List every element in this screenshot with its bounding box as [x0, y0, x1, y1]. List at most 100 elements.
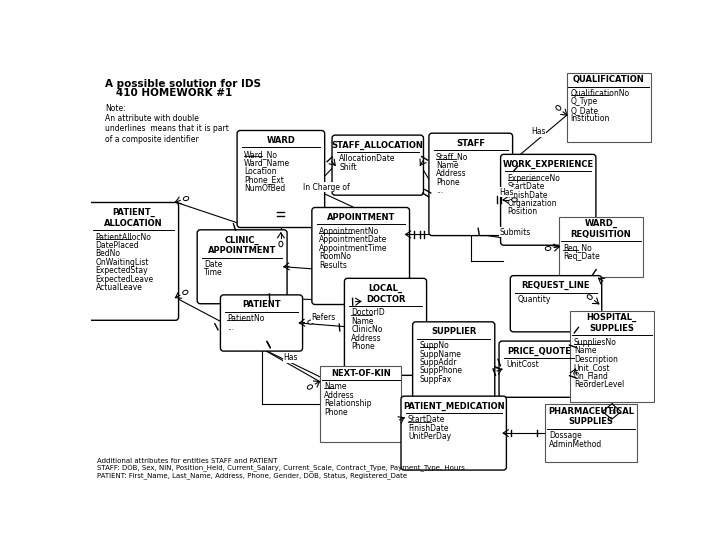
Text: LOCAL_
DOCTOR: LOCAL_ DOCTOR	[365, 284, 405, 304]
Text: ClinicNo: ClinicNo	[352, 325, 383, 334]
Text: SuppNo: SuppNo	[419, 341, 449, 350]
Text: Shift: Shift	[339, 163, 357, 172]
Text: AppointmentDate: AppointmentDate	[319, 235, 387, 244]
Text: Institution: Institution	[571, 114, 610, 124]
Text: Location: Location	[244, 167, 277, 176]
Text: FinishDate: FinishDate	[408, 424, 448, 433]
Text: OnWaitingList: OnWaitingList	[95, 258, 149, 267]
Text: PATIENT_
ALLOCATION: PATIENT_ ALLOCATION	[104, 208, 163, 228]
FancyBboxPatch shape	[320, 366, 401, 442]
Text: StartDate: StartDate	[408, 415, 446, 424]
Text: ActualLeave: ActualLeave	[95, 283, 143, 292]
Text: AppointmentTime: AppointmentTime	[319, 244, 387, 253]
FancyBboxPatch shape	[510, 276, 602, 332]
Text: Q_Type: Q_Type	[571, 98, 598, 106]
FancyBboxPatch shape	[89, 203, 178, 320]
Ellipse shape	[183, 290, 188, 294]
Text: DoctorID: DoctorID	[352, 308, 385, 318]
Text: AllocationDate: AllocationDate	[339, 154, 395, 163]
Text: Phone: Phone	[352, 342, 375, 351]
Text: UnitPerDay: UnitPerDay	[408, 433, 451, 441]
FancyBboxPatch shape	[570, 311, 654, 402]
Text: Description: Description	[574, 354, 617, 364]
Text: Unit_Cost: Unit_Cost	[574, 363, 611, 372]
Text: ...: ...	[227, 322, 234, 332]
Text: ExpectedLeave: ExpectedLeave	[95, 275, 154, 284]
Text: In Charge of: In Charge of	[304, 183, 350, 192]
Text: Ward_No: Ward_No	[244, 150, 278, 159]
Ellipse shape	[556, 106, 561, 110]
Text: Time: Time	[204, 268, 223, 278]
Text: STAFF: STAFF	[456, 139, 486, 147]
FancyBboxPatch shape	[332, 135, 424, 195]
Text: Dossage: Dossage	[549, 431, 582, 440]
Text: SuppliesNo: SuppliesNo	[574, 338, 617, 347]
Text: PHARMACEUTICAL
SUPPLIES: PHARMACEUTICAL SUPPLIES	[548, 407, 634, 426]
Text: Q_Date: Q_Date	[571, 106, 599, 115]
FancyBboxPatch shape	[501, 154, 596, 245]
Text: DatePlaced: DatePlaced	[95, 241, 139, 250]
FancyBboxPatch shape	[429, 133, 513, 236]
Text: QUALIFICATION: QUALIFICATION	[573, 75, 644, 84]
Text: Address: Address	[436, 169, 467, 178]
Text: PatientNo: PatientNo	[227, 314, 265, 323]
Text: Has: Has	[499, 188, 514, 197]
FancyBboxPatch shape	[545, 404, 636, 462]
FancyBboxPatch shape	[344, 279, 427, 376]
FancyBboxPatch shape	[499, 341, 579, 397]
Text: Address: Address	[324, 391, 355, 400]
FancyBboxPatch shape	[559, 217, 643, 277]
FancyBboxPatch shape	[567, 73, 651, 142]
Text: A possible solution for IDS: A possible solution for IDS	[105, 79, 261, 89]
Text: Phone: Phone	[324, 408, 347, 417]
Text: Name: Name	[436, 161, 459, 170]
Text: Name: Name	[324, 382, 347, 391]
Text: Quantity: Quantity	[518, 295, 550, 304]
Text: PRICE_QUOTE: PRICE_QUOTE	[507, 346, 571, 356]
Text: Has: Has	[283, 353, 298, 362]
Text: PATIENT: PATIENT	[242, 300, 281, 309]
FancyBboxPatch shape	[413, 322, 495, 409]
Text: Address: Address	[352, 334, 382, 343]
Ellipse shape	[587, 295, 593, 299]
Text: Req_Date: Req_Date	[563, 252, 600, 261]
Text: REQUEST_LINE: REQUEST_LINE	[522, 281, 590, 290]
Text: Relationship: Relationship	[324, 399, 371, 408]
Text: AdminMethod: AdminMethod	[549, 440, 602, 449]
Text: Staff_No: Staff_No	[436, 152, 468, 162]
Text: Refers: Refers	[312, 313, 336, 322]
Ellipse shape	[183, 196, 189, 201]
Text: FinishDate: FinishDate	[507, 191, 548, 199]
Text: Ward_Name: Ward_Name	[244, 158, 290, 167]
Text: Additional attributes for entities STAFF and PATIENT
STAFF: DOB, Sex, NIN, Posit: Additional attributes for entities STAFF…	[98, 458, 465, 479]
Text: WORK_EXPERIENCE: WORK_EXPERIENCE	[503, 160, 594, 169]
Text: Has: Has	[531, 127, 545, 136]
Ellipse shape	[307, 385, 312, 389]
Text: WARD_
REQUISITION: WARD_ REQUISITION	[571, 220, 631, 239]
Text: APPOINTMENT: APPOINTMENT	[327, 213, 395, 222]
Text: PatientAllocNo: PatientAllocNo	[95, 233, 151, 242]
Text: On_Hand: On_Hand	[574, 371, 609, 380]
Text: SuppFax: SuppFax	[419, 375, 452, 384]
Text: Name: Name	[352, 317, 374, 326]
Text: Name: Name	[574, 346, 596, 355]
Ellipse shape	[308, 320, 313, 324]
Text: ...: ...	[436, 186, 443, 195]
FancyBboxPatch shape	[221, 295, 303, 351]
Ellipse shape	[545, 247, 551, 250]
FancyBboxPatch shape	[237, 131, 325, 228]
Text: ExperienceNo: ExperienceNo	[507, 173, 561, 183]
Text: Req_No: Req_No	[563, 244, 592, 253]
Text: RoomNo: RoomNo	[319, 252, 351, 261]
Text: d: d	[609, 409, 614, 415]
Text: SuppName: SuppName	[419, 350, 462, 359]
Text: SUPPLIER: SUPPLIER	[431, 327, 476, 337]
Ellipse shape	[512, 198, 518, 202]
Text: WARD: WARD	[266, 136, 296, 145]
Text: Phone_Ext: Phone_Ext	[244, 175, 284, 184]
Text: NumOfBed: NumOfBed	[244, 184, 285, 192]
Text: Position: Position	[507, 208, 538, 216]
Text: CLINIC_
APPOINTMENT: CLINIC_ APPOINTMENT	[208, 235, 277, 255]
Text: Note:
An attribute with double
underlines  means that it is part
of a composite : Note: An attribute with double underline…	[105, 104, 229, 144]
Text: Results: Results	[319, 261, 347, 269]
